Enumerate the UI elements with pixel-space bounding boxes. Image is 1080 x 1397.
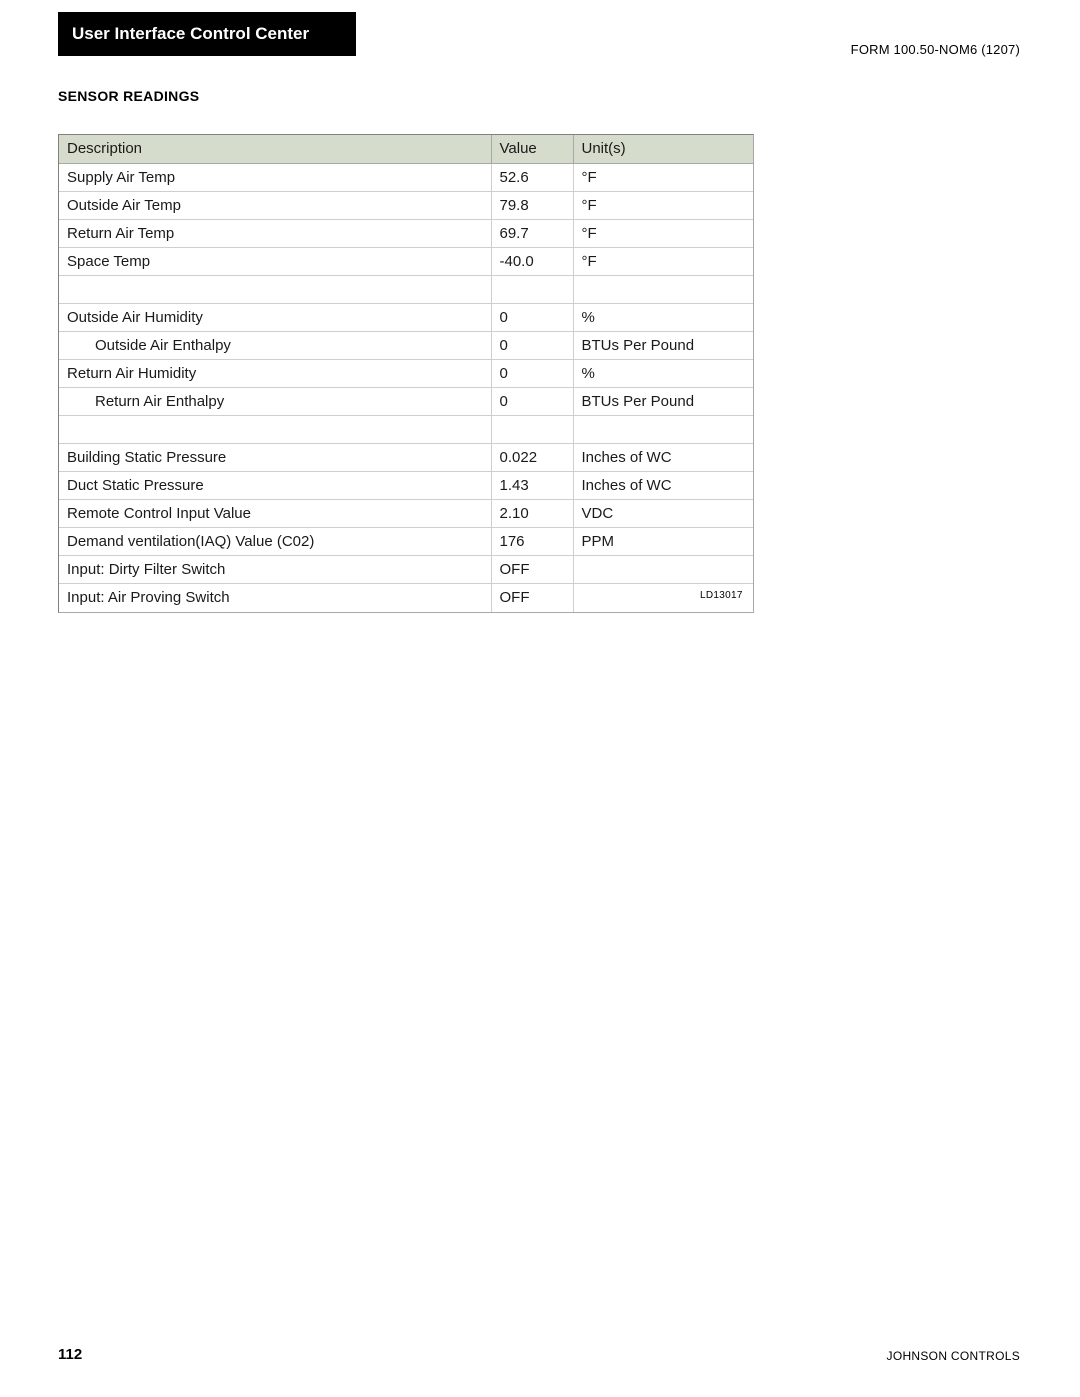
cell-value: 0 (491, 388, 573, 416)
cell-value: OFF (491, 584, 573, 612)
cell-value: 79.8 (491, 192, 573, 220)
section-title: SENSOR READINGS (58, 88, 199, 104)
cell-description-text: Return Air Enthalpy (67, 393, 224, 410)
cell-description: Return Air Enthalpy (59, 388, 491, 416)
cell-unit: Inches of WC (573, 444, 753, 472)
cell-unit: °F (573, 164, 753, 192)
cell-description: Input: Air Proving Switch (59, 584, 491, 612)
cell-unit: % (573, 304, 753, 332)
table-header-row: Description Value Unit(s) (59, 135, 753, 164)
cell-value (491, 416, 573, 444)
cell-unit: BTUs Per Pound (573, 388, 753, 416)
cell-description: Outside Air Temp (59, 192, 491, 220)
table-row: Input: Dirty Filter SwitchOFF (59, 556, 753, 584)
table-row (59, 276, 753, 304)
cell-value: 2.10 (491, 500, 573, 528)
cell-description: Return Air Temp (59, 220, 491, 248)
cell-unit: Inches of WC (573, 472, 753, 500)
cell-value: 0 (491, 332, 573, 360)
cell-description: Input: Dirty Filter Switch (59, 556, 491, 584)
form-code: FORM 100.50-NOM6 (1207) (851, 42, 1020, 57)
table-row: Demand ventilation(IAQ) Value (C02)176PP… (59, 528, 753, 556)
table-row: Outside Air Temp79.8°F (59, 192, 753, 220)
cell-unit: °F (573, 192, 753, 220)
table-row: Outside Air Humidity0% (59, 304, 753, 332)
cell-unit: °F (573, 220, 753, 248)
page-number: 112 (58, 1346, 82, 1363)
table-row: Duct Static Pressure1.43Inches of WC (59, 472, 753, 500)
cell-value: 52.6 (491, 164, 573, 192)
cell-value: OFF (491, 556, 573, 584)
table-row: Building Static Pressure0.022Inches of W… (59, 444, 753, 472)
cell-description: Space Temp (59, 248, 491, 276)
cell-unit (573, 416, 753, 444)
table-row: Return Air Humidity0% (59, 360, 753, 388)
table-row: Return Air Temp69.7°F (59, 220, 753, 248)
cell-value: 0 (491, 360, 573, 388)
figure-id: LD13017 (700, 590, 743, 601)
cell-description: Supply Air Temp (59, 164, 491, 192)
cell-unit: PPM (573, 528, 753, 556)
brand-name: JOHNSON CONTROLS (887, 1349, 1020, 1363)
cell-description: Remote Control Input Value (59, 500, 491, 528)
cell-unit: °F (573, 248, 753, 276)
cell-unit: % (573, 360, 753, 388)
cell-description (59, 276, 491, 304)
table-row: Input: Air Proving SwitchOFF (59, 584, 753, 612)
sensor-readings-table-wrap: Description Value Unit(s) Supply Air Tem… (58, 134, 754, 613)
cell-value: 69.7 (491, 220, 573, 248)
cell-value: -40.0 (491, 248, 573, 276)
cell-unit: VDC (573, 500, 753, 528)
cell-description: Return Air Humidity (59, 360, 491, 388)
column-header-description: Description (59, 135, 491, 164)
cell-description: Building Static Pressure (59, 444, 491, 472)
cell-description: Demand ventilation(IAQ) Value (C02) (59, 528, 491, 556)
table-row: Return Air Enthalpy 0BTUs Per Pound (59, 388, 753, 416)
cell-unit (573, 276, 753, 304)
table-row: Remote Control Input Value2.10VDC (59, 500, 753, 528)
cell-value: 0.022 (491, 444, 573, 472)
column-header-units: Unit(s) (573, 135, 753, 164)
section-tab: User Interface Control Center (58, 12, 356, 56)
cell-unit: BTUs Per Pound (573, 332, 753, 360)
cell-value: 0 (491, 304, 573, 332)
cell-value (491, 276, 573, 304)
cell-description-text: Outside Air Enthalpy (67, 337, 231, 354)
section-tab-title: User Interface Control Center (72, 24, 309, 43)
cell-description: Outside Air Enthalpy (59, 332, 491, 360)
sensor-readings-table: Description Value Unit(s) Supply Air Tem… (59, 135, 753, 612)
cell-description (59, 416, 491, 444)
table-row: Outside Air Enthalpy 0BTUs Per Pound (59, 332, 753, 360)
table-row: Space Temp-40.0°F (59, 248, 753, 276)
cell-value: 176 (491, 528, 573, 556)
cell-unit (573, 556, 753, 584)
cell-value: 1.43 (491, 472, 573, 500)
cell-description: Outside Air Humidity (59, 304, 491, 332)
table-row (59, 416, 753, 444)
table-row: Supply Air Temp52.6°F (59, 164, 753, 192)
column-header-value: Value (491, 135, 573, 164)
cell-description: Duct Static Pressure (59, 472, 491, 500)
